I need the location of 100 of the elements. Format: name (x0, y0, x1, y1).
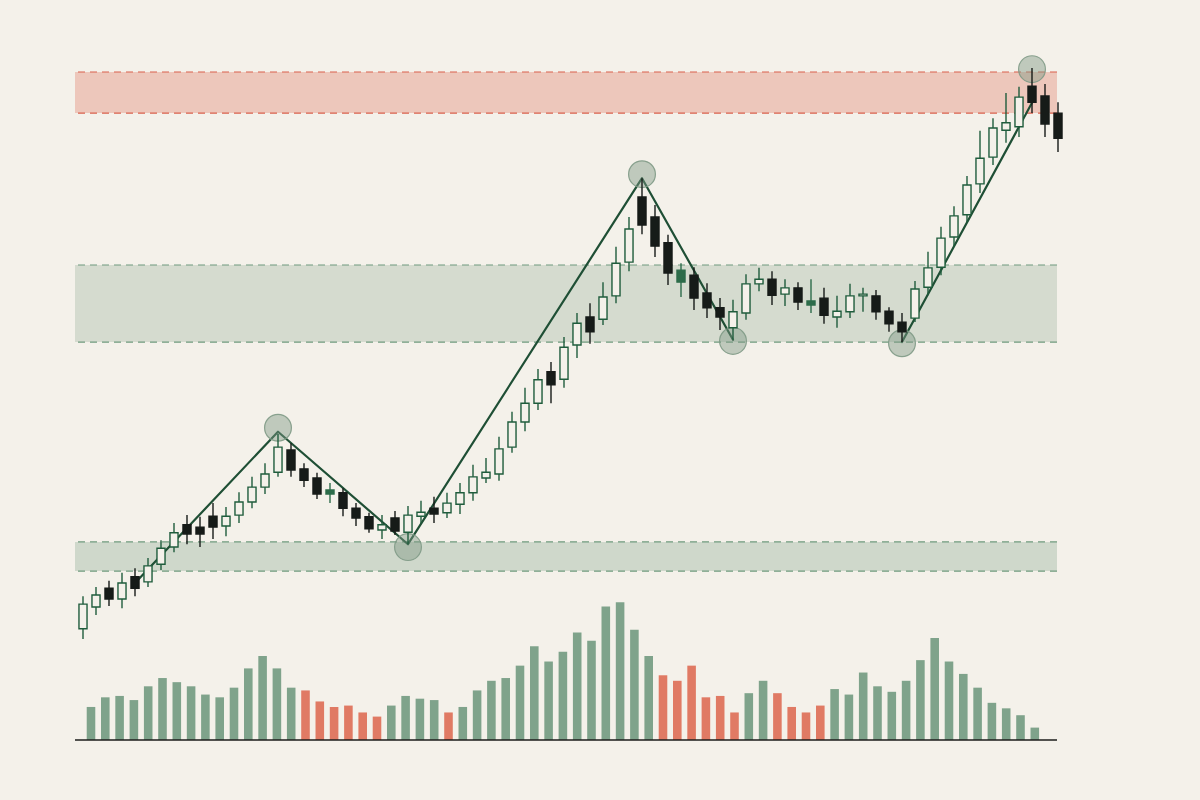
bar (258, 656, 267, 740)
bar (215, 697, 224, 740)
bar (286, 687, 296, 740)
candlestick (208, 502, 218, 540)
bar (873, 686, 882, 740)
point (887, 329, 917, 358)
candlestick (377, 514, 387, 540)
bar (172, 682, 182, 740)
bar (86, 706, 96, 740)
bar (329, 706, 339, 740)
bar (987, 702, 997, 740)
bar (801, 712, 811, 740)
candlestick (858, 287, 868, 313)
candlestick (442, 492, 452, 519)
bar (544, 661, 553, 740)
candlestick (91, 586, 101, 616)
candlestick (806, 278, 816, 314)
bar (887, 691, 897, 740)
bar (272, 668, 282, 740)
bar (715, 695, 725, 740)
bar (1016, 715, 1025, 740)
bar (959, 673, 968, 740)
candlestick (598, 281, 608, 326)
bar (101, 697, 110, 740)
candlestick (455, 482, 465, 515)
candlestick (572, 312, 582, 359)
candlestick (793, 281, 803, 311)
candlestick (390, 510, 400, 536)
candlestick (546, 361, 556, 404)
bar (501, 678, 510, 740)
bar (687, 665, 696, 740)
bar (186, 686, 196, 740)
candlestick (260, 462, 270, 495)
bar (730, 712, 739, 740)
candlestick (234, 491, 244, 524)
candlestick (364, 512, 374, 534)
bar (901, 680, 911, 740)
candlestick (130, 567, 140, 597)
candlestick (897, 312, 907, 343)
candlestick (156, 539, 166, 571)
bar (158, 678, 167, 740)
candlestick (923, 251, 933, 296)
bar (601, 606, 611, 740)
bar (358, 712, 367, 740)
candlestick (351, 502, 361, 527)
bar (515, 665, 525, 740)
candlestick (819, 287, 829, 325)
candlestick (338, 487, 348, 517)
point (1017, 55, 1047, 84)
bar (587, 640, 596, 740)
bar (830, 689, 839, 740)
bar (415, 698, 425, 740)
candlestick (195, 516, 205, 548)
bar (615, 602, 625, 740)
bar (315, 701, 325, 740)
candlestick (182, 514, 192, 545)
candlestick (325, 482, 335, 504)
candlestick (780, 278, 790, 307)
candlestick (715, 297, 725, 331)
candlestick (884, 306, 894, 333)
bar (387, 705, 396, 740)
candlestick (676, 262, 686, 298)
bar (658, 675, 668, 740)
bar (143, 686, 153, 740)
bar (129, 700, 139, 740)
bar (916, 660, 925, 740)
candlestick (832, 295, 842, 329)
bar (673, 680, 682, 740)
candlestick (416, 500, 426, 524)
bar (973, 687, 982, 740)
candlestick (1027, 67, 1037, 114)
bar (401, 695, 410, 740)
bar (930, 638, 939, 740)
bar (744, 693, 754, 740)
candlestick (286, 442, 296, 478)
bar (844, 694, 854, 740)
candlestick (728, 299, 738, 341)
bar (758, 680, 768, 740)
bar (472, 690, 482, 740)
candlestick (767, 270, 777, 306)
point (627, 160, 657, 189)
candlestick (429, 496, 439, 524)
bar (201, 694, 210, 740)
bar (630, 629, 639, 740)
bar (115, 695, 124, 740)
bar (773, 693, 782, 740)
bar (1001, 708, 1011, 740)
bar (229, 687, 239, 740)
bar (530, 646, 539, 740)
bar (816, 705, 825, 740)
point (393, 533, 423, 562)
candlestick (117, 572, 127, 609)
bar (301, 690, 310, 740)
bar (344, 705, 353, 740)
candlestick (104, 580, 114, 607)
candlestick (702, 282, 712, 319)
bar (787, 706, 796, 740)
bar (558, 651, 568, 740)
bar (944, 661, 954, 740)
candlestick (871, 289, 881, 321)
